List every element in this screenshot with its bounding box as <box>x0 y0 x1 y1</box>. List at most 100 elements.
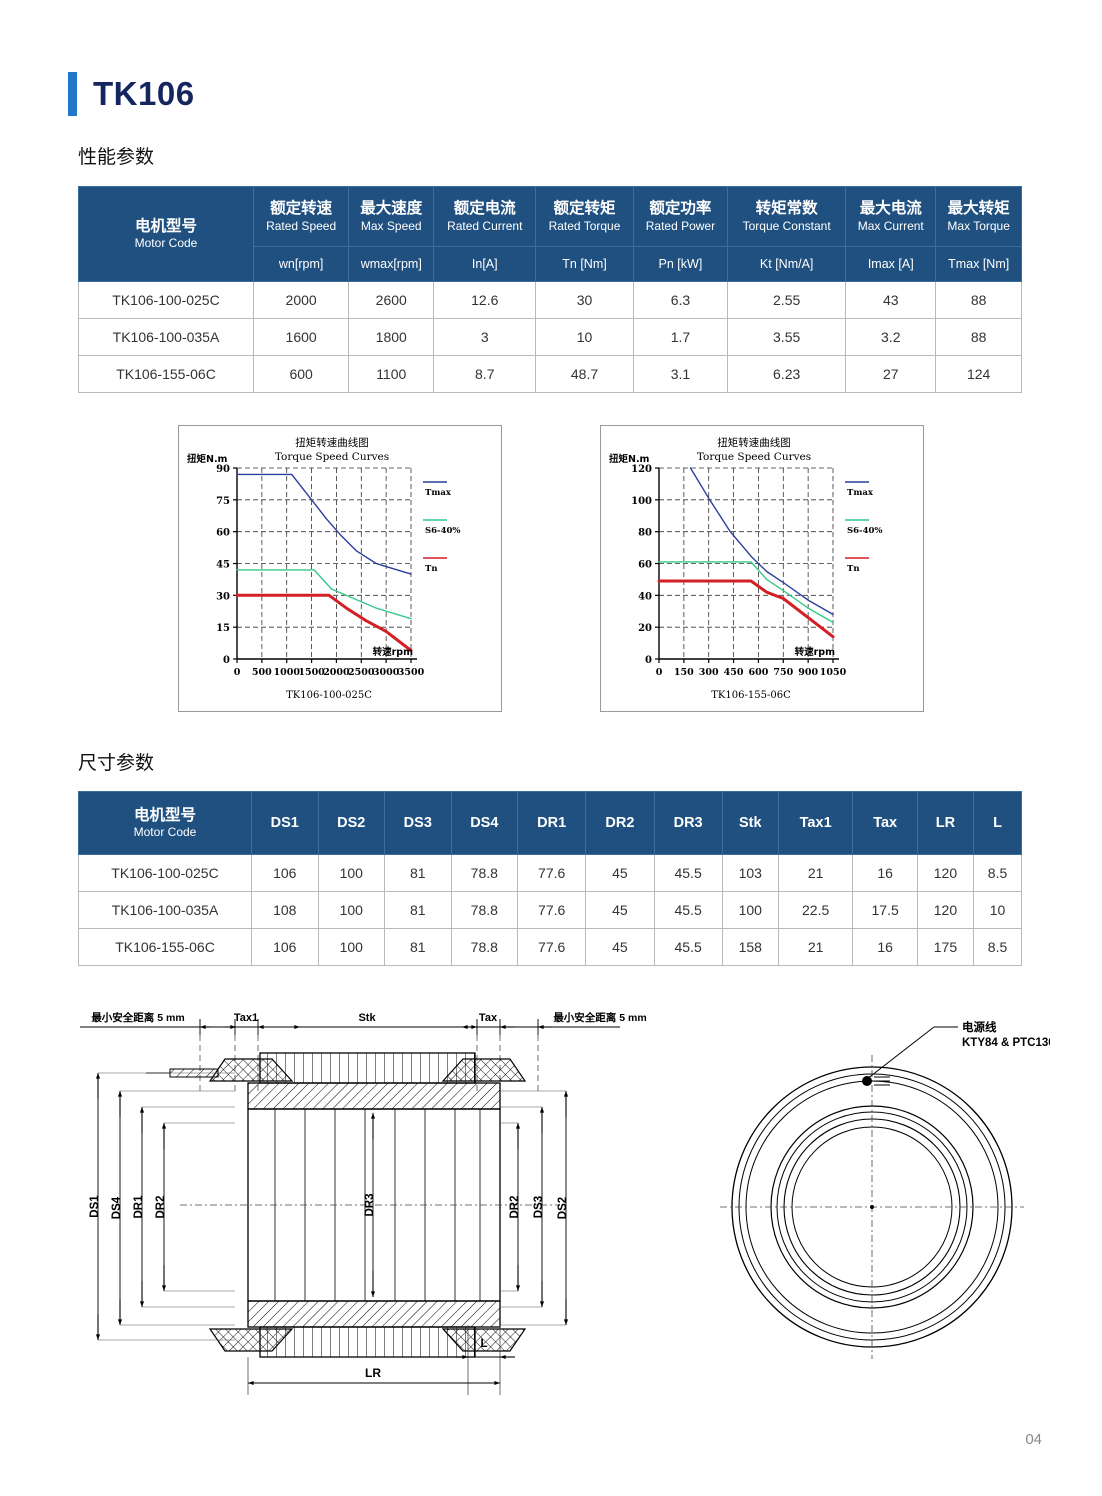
label-tax1: Tax1 <box>234 1012 258 1024</box>
stator-lamination-bottom <box>259 1326 476 1358</box>
cell-value: 3.2 <box>845 318 937 356</box>
cell-value: 77.6 <box>517 854 587 892</box>
dimension-arrow <box>225 1024 236 1030</box>
cell-value: 78.8 <box>450 854 519 892</box>
chart-svg: 扭矩转速曲线图 Torque Speed Curves 扭矩N.m 0 15 30 45 60… <box>187 436 461 701</box>
cell-value: 100 <box>721 891 779 929</box>
symbol-max-torque: Tmax [Nm] <box>935 246 1022 282</box>
cell-value: 45.5 <box>653 891 723 929</box>
legend-label-S640: S6-40% <box>847 526 883 536</box>
dimension-arrow <box>95 1314 101 1340</box>
dim-label-LR: LR <box>365 1366 381 1380</box>
dimension-arrow <box>563 1091 569 1117</box>
cell-value: 100 <box>317 854 386 892</box>
y-tick-label: 60 <box>638 560 652 571</box>
header-lr: LR <box>916 791 975 855</box>
dimension-arrow <box>455 1354 468 1360</box>
cell-value: 158 <box>721 928 779 966</box>
dimension-arrow <box>161 1265 167 1291</box>
title-accent-bar <box>68 72 77 116</box>
end-view: 电源线 KTY84 & PTC130 <box>720 1020 1055 1359</box>
y-tick-label: 40 <box>638 591 652 602</box>
cell-value: 78.8 <box>450 928 519 966</box>
symbol-torque-constant: Kt [Nm/A] <box>727 246 847 282</box>
x-tick-label: 750 <box>773 667 793 678</box>
cell-value: 77.6 <box>517 928 587 966</box>
cell-value: 16 <box>852 854 918 892</box>
dim-label-DS1: DS1 <box>89 1195 101 1218</box>
cell-motor-code: TK106-155-06C <box>78 355 254 393</box>
header-rated-torque: 额定转矩 Rated Torque <box>535 186 634 247</box>
cell-motor-code: TK106-155-06C <box>78 928 252 966</box>
cell-value: 3 <box>433 318 537 356</box>
dimension-arrow <box>258 1024 275 1030</box>
label-min-clearance-left: 最小安全距离 5 mm <box>91 1011 184 1024</box>
table-row: TK106-100-035A 1600 1800 3 10 1.7 3.55 3.2 88 <box>78 318 1022 356</box>
y-tick-label: 120 <box>631 464 652 475</box>
header-ds2: DS2 <box>317 791 386 855</box>
cell-value: 10 <box>973 891 1022 929</box>
x-tick-label: 3500 <box>398 667 425 678</box>
header-max-speed: 最大速度 Max Speed <box>348 186 435 247</box>
y-tick-label: 90 <box>216 464 230 475</box>
header-dr1: DR1 <box>517 791 587 855</box>
symbol-rated-power: Pn [kW] <box>632 246 729 282</box>
table-row: TK106-100-025C 2000 2600 12.6 30 6.3 2.55 43 88 <box>78 281 1022 319</box>
performance-table-head: 电机型号 Motor Code 额定转速 Rated Speed 最大速度 Ma… <box>78 186 1022 282</box>
chart-title: 扭矩转速曲线图 <box>717 436 791 449</box>
symbol-rated-current: In[A] <box>433 246 537 282</box>
x-tick-label: 300 <box>699 667 719 678</box>
header-rated-power: 额定功率 Rated Power <box>632 186 729 247</box>
dimension-arrow <box>462 1024 472 1030</box>
x-tick-label: 450 <box>724 667 744 678</box>
performance-table: 电机型号 Motor Code 额定转速 Rated Speed 最大速度 Ma… <box>78 186 1022 393</box>
dimension-arrow <box>200 1024 210 1030</box>
header-rated-current: 额定电流 Rated Current <box>433 186 537 247</box>
cell-value: 1.7 <box>632 318 729 356</box>
table-row: TK106-155-06C 600 1100 8.7 48.7 3.1 6.23 27 124 <box>78 355 1022 393</box>
dimension-arrow <box>282 1024 300 1030</box>
winding-right-bottom <box>441 1328 527 1352</box>
label-tax: Tax <box>479 1012 498 1024</box>
cell-value: 124 <box>935 355 1022 393</box>
chart-caption: TK106-100-025C <box>286 690 372 701</box>
chart-svg: 扭矩转速曲线图 Torque Speed Curves 扭矩N.m 0 20 40 60 80… <box>609 436 883 701</box>
header-ds1: DS1 <box>251 791 319 855</box>
header-stk: Stk <box>721 791 779 855</box>
y-tick-label: 30 <box>216 591 230 602</box>
header-max-current: 最大电流 Max Current <box>845 186 937 247</box>
header-tax: Tax <box>852 791 918 855</box>
cell-value: 6.23 <box>727 355 847 393</box>
page-title: TK106 <box>68 72 195 116</box>
cell-value: 2600 <box>348 281 435 319</box>
series-Tmax <box>689 467 834 616</box>
dimension-arrow <box>500 1354 515 1360</box>
cell-value: 45.5 <box>653 928 723 966</box>
cell-value: 3.1 <box>632 355 729 393</box>
cell-value: 10 <box>535 318 634 356</box>
x-tick-label: 0 <box>234 667 241 678</box>
chart-caption: TK106-155-06C <box>711 690 791 701</box>
cable-entry-point <box>862 1076 872 1086</box>
cell-value: 21 <box>777 928 854 966</box>
performance-header-row: 电机型号 Motor Code 额定转速 Rated Speed 最大速度 Ma… <box>78 186 1022 282</box>
legend-label-Tmax: Tmax <box>847 488 874 498</box>
dimensions-table: 电机型号 Motor Code DS1 DS2 DS3 DS4 DR1 DR2 DR3 Stk Ta… <box>78 791 1022 966</box>
cell-value: 100 <box>317 891 386 929</box>
page-number: 04 <box>1025 1431 1042 1448</box>
end-view-center-dot <box>870 1205 874 1209</box>
cell-value: 8.5 <box>973 854 1022 892</box>
x-tick-label: 150 <box>674 667 694 678</box>
cell-value: 81 <box>384 854 452 892</box>
series-S640 <box>236 569 412 620</box>
dimension-arrow <box>161 1123 167 1149</box>
cell-value: 81 <box>384 928 452 966</box>
cable-label-en: KTY84 & PTC130 <box>962 1037 1050 1049</box>
table-row: TK106-100-035A 108 100 81 78.8 77.6 45 45.5 100 2… <box>78 891 1022 929</box>
header-ds3: DS3 <box>384 791 452 855</box>
x-tick-label: 600 <box>749 667 769 678</box>
legend-label-Tn: Tn <box>425 564 438 574</box>
title-text: TK106 <box>93 75 195 112</box>
chart-subtitle: Torque Speed Curves <box>697 451 811 463</box>
